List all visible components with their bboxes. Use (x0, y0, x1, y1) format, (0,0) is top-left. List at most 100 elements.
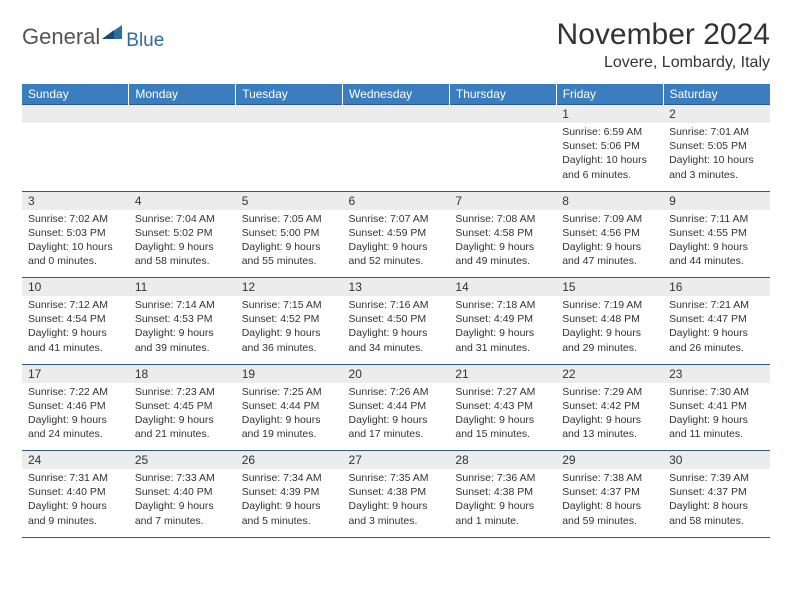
sunset-line: Sunset: 5:02 PM (135, 226, 230, 240)
daylight-line: Daylight: 9 hours and 17 minutes. (349, 413, 444, 441)
sunset-line: Sunset: 4:38 PM (455, 485, 550, 499)
sunset-line: Sunset: 4:47 PM (669, 312, 764, 326)
weekday-header: Saturday (663, 84, 770, 105)
weekday-header: Monday (129, 84, 236, 105)
day-number-cell: 2 (663, 105, 770, 124)
sunrise-line: Sunrise: 7:04 AM (135, 212, 230, 226)
sunset-line: Sunset: 4:50 PM (349, 312, 444, 326)
sunset-line: Sunset: 4:43 PM (455, 399, 550, 413)
day-info-cell: Sunrise: 7:11 AMSunset: 4:55 PMDaylight:… (663, 210, 770, 278)
daylight-line: Daylight: 9 hours and 29 minutes. (562, 326, 657, 354)
day-number-cell: 26 (236, 451, 343, 470)
header: General Blue November 2024 Lovere, Lomba… (22, 18, 770, 72)
day-info-cell (22, 123, 129, 191)
day-info-cell: Sunrise: 7:29 AMSunset: 4:42 PMDaylight:… (556, 383, 663, 451)
weekday-header-row: SundayMondayTuesdayWednesdayThursdayFrid… (22, 84, 770, 105)
day-info-cell: Sunrise: 7:35 AMSunset: 4:38 PMDaylight:… (343, 469, 450, 537)
sunrise-line: Sunrise: 7:16 AM (349, 298, 444, 312)
sunrise-line: Sunrise: 7:25 AM (242, 385, 337, 399)
daylight-line: Daylight: 9 hours and 41 minutes. (28, 326, 123, 354)
day-info-cell: Sunrise: 7:23 AMSunset: 4:45 PMDaylight:… (129, 383, 236, 451)
day-number-cell (22, 105, 129, 124)
day-number-row: 10111213141516 (22, 278, 770, 297)
sunrise-line: Sunrise: 7:26 AM (349, 385, 444, 399)
day-info-cell: Sunrise: 6:59 AMSunset: 5:06 PMDaylight:… (556, 123, 663, 191)
day-number-cell: 29 (556, 451, 663, 470)
day-number-cell: 23 (663, 364, 770, 383)
day-number-cell: 13 (343, 278, 450, 297)
day-info-cell: Sunrise: 7:09 AMSunset: 4:56 PMDaylight:… (556, 210, 663, 278)
sunrise-line: Sunrise: 7:15 AM (242, 298, 337, 312)
logo-text-blue: Blue (126, 30, 164, 52)
day-number-row: 24252627282930 (22, 451, 770, 470)
day-info-row: Sunrise: 7:31 AMSunset: 4:40 PMDaylight:… (22, 469, 770, 537)
day-info-cell: Sunrise: 7:34 AMSunset: 4:39 PMDaylight:… (236, 469, 343, 537)
sunrise-line: Sunrise: 7:22 AM (28, 385, 123, 399)
day-number-cell: 6 (343, 191, 450, 210)
day-info-row: Sunrise: 6:59 AMSunset: 5:06 PMDaylight:… (22, 123, 770, 191)
sunrise-line: Sunrise: 7:05 AM (242, 212, 337, 226)
sunrise-line: Sunrise: 7:19 AM (562, 298, 657, 312)
day-number-cell: 11 (129, 278, 236, 297)
day-number-row: 3456789 (22, 191, 770, 210)
weekday-header: Tuesday (236, 84, 343, 105)
sunrise-line: Sunrise: 7:14 AM (135, 298, 230, 312)
daylight-line: Daylight: 9 hours and 3 minutes. (349, 499, 444, 527)
day-number-cell: 25 (129, 451, 236, 470)
sunset-line: Sunset: 4:53 PM (135, 312, 230, 326)
logo: General Blue (22, 18, 164, 52)
daylight-line: Daylight: 8 hours and 59 minutes. (562, 499, 657, 527)
sunrise-line: Sunrise: 7:21 AM (669, 298, 764, 312)
day-info-cell: Sunrise: 7:04 AMSunset: 5:02 PMDaylight:… (129, 210, 236, 278)
sunrise-line: Sunrise: 7:09 AM (562, 212, 657, 226)
day-info-cell: Sunrise: 7:31 AMSunset: 4:40 PMDaylight:… (22, 469, 129, 537)
day-number-cell (449, 105, 556, 124)
day-info-cell: Sunrise: 7:27 AMSunset: 4:43 PMDaylight:… (449, 383, 556, 451)
month-title: November 2024 (557, 18, 770, 52)
daylight-line: Daylight: 9 hours and 9 minutes. (28, 499, 123, 527)
day-info-cell: Sunrise: 7:21 AMSunset: 4:47 PMDaylight:… (663, 296, 770, 364)
day-number-cell: 10 (22, 278, 129, 297)
day-info-cell: Sunrise: 7:30 AMSunset: 4:41 PMDaylight:… (663, 383, 770, 451)
day-info-row: Sunrise: 7:22 AMSunset: 4:46 PMDaylight:… (22, 383, 770, 451)
sunset-line: Sunset: 4:40 PM (28, 485, 123, 499)
sunrise-line: Sunrise: 7:12 AM (28, 298, 123, 312)
title-block: November 2024 Lovere, Lombardy, Italy (557, 18, 770, 72)
daylight-line: Daylight: 9 hours and 11 minutes. (669, 413, 764, 441)
day-number-row: 17181920212223 (22, 364, 770, 383)
weekday-header: Wednesday (343, 84, 450, 105)
sunrise-line: Sunrise: 7:07 AM (349, 212, 444, 226)
daylight-line: Daylight: 8 hours and 58 minutes. (669, 499, 764, 527)
sunset-line: Sunset: 4:38 PM (349, 485, 444, 499)
day-info-cell: Sunrise: 7:08 AMSunset: 4:58 PMDaylight:… (449, 210, 556, 278)
daylight-line: Daylight: 9 hours and 39 minutes. (135, 326, 230, 354)
sunset-line: Sunset: 4:45 PM (135, 399, 230, 413)
sunrise-line: Sunrise: 7:18 AM (455, 298, 550, 312)
sunset-line: Sunset: 4:44 PM (242, 399, 337, 413)
day-info-cell: Sunrise: 7:39 AMSunset: 4:37 PMDaylight:… (663, 469, 770, 537)
daylight-line: Daylight: 9 hours and 24 minutes. (28, 413, 123, 441)
sunset-line: Sunset: 4:55 PM (669, 226, 764, 240)
daylight-line: Daylight: 10 hours and 6 minutes. (562, 153, 657, 181)
daylight-line: Daylight: 10 hours and 3 minutes. (669, 153, 764, 181)
daylight-line: Daylight: 9 hours and 15 minutes. (455, 413, 550, 441)
day-number-cell: 1 (556, 105, 663, 124)
calendar-body: 12 Sunrise: 6:59 AMSunset: 5:06 PMDaylig… (22, 105, 770, 538)
day-number-cell: 24 (22, 451, 129, 470)
day-number-cell: 9 (663, 191, 770, 210)
logo-mark-icon (102, 25, 122, 39)
daylight-line: Daylight: 9 hours and 58 minutes. (135, 240, 230, 268)
calendar-table: SundayMondayTuesdayWednesdayThursdayFrid… (22, 84, 770, 538)
sunset-line: Sunset: 4:58 PM (455, 226, 550, 240)
day-info-cell: Sunrise: 7:02 AMSunset: 5:03 PMDaylight:… (22, 210, 129, 278)
sunset-line: Sunset: 5:00 PM (242, 226, 337, 240)
sunset-line: Sunset: 4:40 PM (135, 485, 230, 499)
day-info-cell (236, 123, 343, 191)
daylight-line: Daylight: 9 hours and 44 minutes. (669, 240, 764, 268)
day-info-cell: Sunrise: 7:22 AMSunset: 4:46 PMDaylight:… (22, 383, 129, 451)
sunrise-line: Sunrise: 7:31 AM (28, 471, 123, 485)
sunset-line: Sunset: 4:42 PM (562, 399, 657, 413)
sunset-line: Sunset: 4:46 PM (28, 399, 123, 413)
daylight-line: Daylight: 9 hours and 26 minutes. (669, 326, 764, 354)
sunrise-line: Sunrise: 7:23 AM (135, 385, 230, 399)
